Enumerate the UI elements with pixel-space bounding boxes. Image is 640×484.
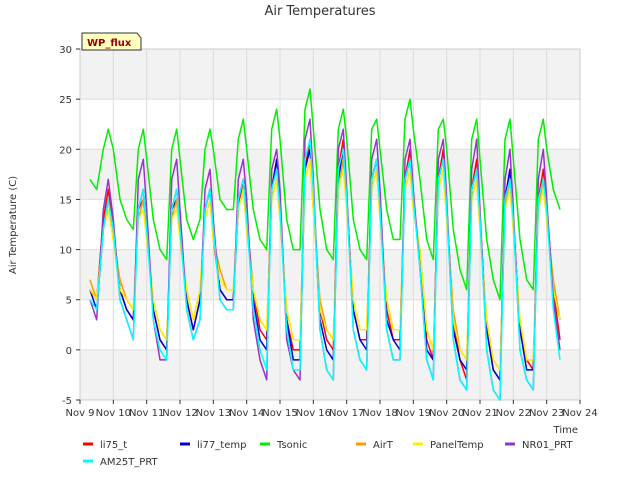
x-tick-label: Nov 24 xyxy=(562,408,597,419)
legend-label-paneltemp: PanelTemp xyxy=(430,440,484,451)
x-tick-label: Nov 16 xyxy=(296,408,331,419)
x-axis-label: Time xyxy=(553,425,578,436)
legend-label-am25t-prt: AM25T_PRT xyxy=(100,457,159,468)
x-tick-label: Nov 18 xyxy=(362,408,397,419)
y-tick-label: 5 xyxy=(66,296,72,307)
x-tick-label: Nov 9 xyxy=(65,408,94,419)
x-tick-label: Nov 14 xyxy=(229,408,264,419)
grid-band xyxy=(80,49,580,100)
x-tick-label: Nov 21 xyxy=(462,408,497,419)
chart-title: Air Temperatures xyxy=(264,4,375,19)
x-tick-label: Nov 12 xyxy=(162,408,197,419)
chart-series xyxy=(89,88,561,401)
x-tick-label: Nov 13 xyxy=(196,408,231,419)
x-tick-label: Nov 10 xyxy=(96,408,131,419)
legend-label-nr01-prt: NR01_PRT xyxy=(522,440,573,451)
legend-label-tsonic: Tsonic xyxy=(276,440,307,451)
y-axis-ticks: -5 0 5 10 15 20 25 30 xyxy=(59,45,80,407)
x-tick-label: Nov 19 xyxy=(396,408,431,419)
x-tick-label: Nov 11 xyxy=(129,408,164,419)
y-tick-label: 30 xyxy=(59,45,72,56)
plot-frame xyxy=(79,48,581,401)
x-tick-label: Nov 23 xyxy=(529,408,564,419)
series-line-tsonic xyxy=(89,88,561,301)
y-tick-label: 15 xyxy=(59,195,72,206)
chart-bands xyxy=(80,49,580,400)
legend-label-airt: AirT xyxy=(373,440,394,451)
chart-legend: li75_t li77_temp Tsonic AirT PanelTemp NR01_P… xyxy=(83,440,573,468)
grid-band xyxy=(80,249,580,300)
x-tick-label: Nov 15 xyxy=(262,408,297,419)
series-line-am25t-prt xyxy=(89,138,561,401)
site-label-box: WP_flux xyxy=(81,32,142,51)
x-tick-label: Nov 22 xyxy=(496,408,531,419)
y-tick-label: 10 xyxy=(59,246,72,257)
legend-label-li77-temp: li77_temp xyxy=(197,440,246,451)
x-tick-label: Nov 20 xyxy=(429,408,464,419)
y-tick-label: 0 xyxy=(66,346,72,357)
y-tick-label: 25 xyxy=(59,95,72,106)
site-label: WP_flux xyxy=(87,38,132,49)
y-tick-label: 20 xyxy=(59,145,72,156)
legend-label-li75-t: li75_t xyxy=(100,440,127,451)
y-tick-label: -5 xyxy=(62,396,72,407)
y-axis-label: Air Temperature (C) xyxy=(8,176,19,274)
grid-band xyxy=(80,149,580,200)
x-tick-label: Nov 17 xyxy=(329,408,364,419)
